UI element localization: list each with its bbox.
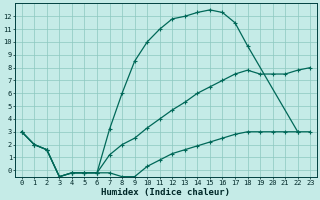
- X-axis label: Humidex (Indice chaleur): Humidex (Indice chaleur): [101, 188, 230, 197]
